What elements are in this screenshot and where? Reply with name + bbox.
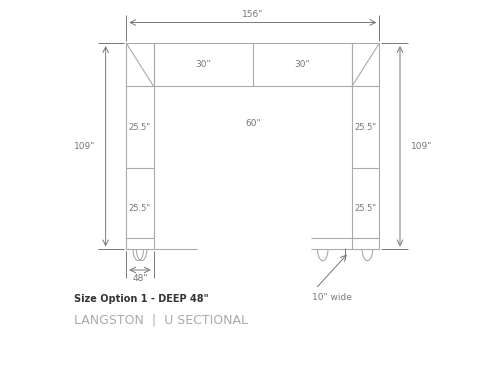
- Text: 10" wide: 10" wide: [312, 292, 352, 302]
- Text: 25.5": 25.5": [129, 123, 151, 132]
- Text: 30": 30": [294, 60, 310, 69]
- Text: 25.5": 25.5": [354, 204, 377, 213]
- Text: LANGSTON  |  U SECTIONAL: LANGSTON | U SECTIONAL: [74, 313, 248, 326]
- Text: 30": 30": [196, 60, 211, 69]
- Text: 25.5": 25.5": [354, 123, 377, 132]
- Text: Size Option 1 - DEEP 48": Size Option 1 - DEEP 48": [74, 294, 208, 304]
- Text: 156": 156": [242, 10, 264, 19]
- Text: 25.5": 25.5": [129, 204, 151, 213]
- Text: 109": 109": [410, 142, 432, 151]
- Text: 60": 60": [245, 119, 260, 128]
- Text: 48": 48": [132, 274, 148, 283]
- Text: 109": 109": [74, 142, 95, 151]
